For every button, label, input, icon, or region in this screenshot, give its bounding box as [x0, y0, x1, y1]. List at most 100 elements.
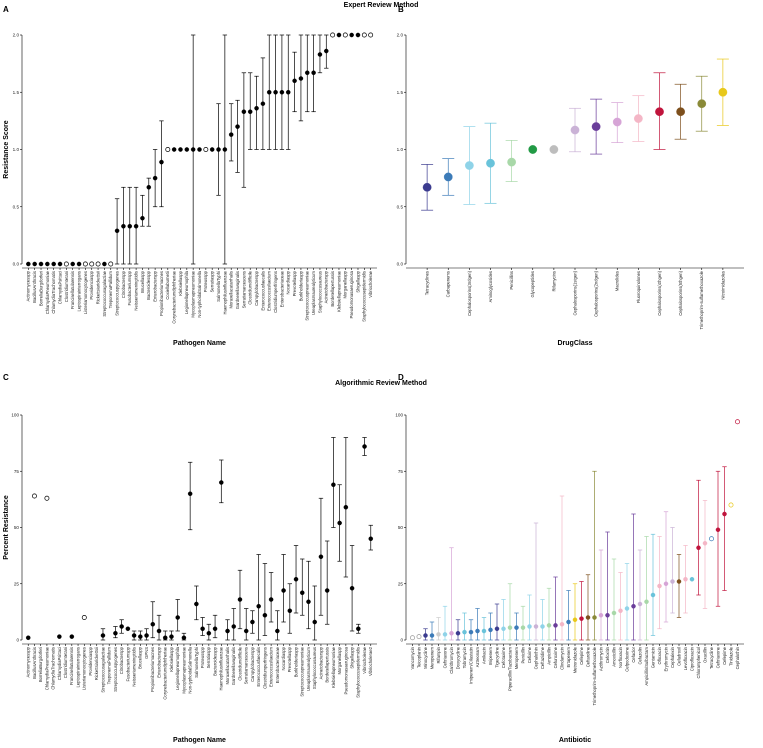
data-point [676, 107, 685, 117]
data-point [330, 32, 336, 38]
data-point [696, 545, 701, 551]
data-point [114, 228, 120, 234]
data-point [585, 615, 591, 620]
x-tick-label: Vibriocholerae [368, 270, 373, 297]
data-point [32, 493, 37, 499]
data-point [260, 101, 266, 106]
data-point [349, 586, 355, 591]
x-tick-label: Acinetobacterspp [318, 646, 323, 679]
y-tick-label: 50 [398, 525, 404, 530]
data-point [125, 626, 131, 632]
data-point [591, 122, 601, 131]
data-point [108, 261, 114, 267]
x-tick-label: Penicillins [509, 271, 514, 290]
x-tick-label: Nocardiaspp [286, 270, 291, 294]
data-point [311, 70, 316, 76]
y-tick-label: 0.5 [397, 204, 404, 209]
x-tick-label: Non-typhoidalSalmonella [197, 270, 202, 317]
x-tick-label: Meropenem [429, 647, 434, 670]
x-tick-label: Bacteroidesspp [146, 270, 151, 300]
x-tick-label: TreponemaPallidum [108, 270, 113, 308]
x-tick-label: Trimethoprim-sulfamethoxazole [699, 270, 704, 329]
x-tick-label: Ofloxacin [657, 646, 662, 664]
x-tick-label: Mycoplasmapneumoniae [191, 270, 196, 317]
data-point [51, 261, 56, 267]
y-tick-label: 50 [14, 525, 20, 530]
x-tick-label: TreponemaPallidum [107, 646, 112, 684]
bottom-title: Algorithmic Review Method [335, 380, 427, 387]
data-point [624, 606, 630, 611]
data-point [559, 622, 565, 627]
error-bar [324, 540, 330, 625]
error-bar [540, 599, 545, 641]
data-point [570, 125, 580, 135]
error-bar [696, 479, 701, 596]
data-point [197, 147, 202, 152]
x-tick-label: Gardnerellavaginalis [231, 647, 236, 685]
x-tick-label: Piperacillin/Tazobactam [507, 646, 512, 691]
x-tick-label: Ciprofloxacin [689, 646, 694, 671]
x-tick-label: Vibriocholerae2 [368, 646, 373, 676]
x-tick-label: Citrobacterspp [121, 270, 126, 298]
error-bar [140, 194, 145, 227]
data-point [57, 261, 63, 267]
panel-c: C 0 25 50 75 100 Pathogen Name Percent Resistan… [3, 373, 377, 744]
x-tick-label: Cephalosporins(2ndgen) [594, 270, 599, 316]
x-tick-label: Tetracycline [709, 646, 714, 669]
data-point [455, 631, 461, 636]
data-point [262, 613, 268, 618]
data-point [361, 32, 367, 38]
data-point [527, 624, 532, 629]
data-point [159, 159, 164, 165]
data-point [475, 628, 480, 634]
x-tick-label: Ceftaroline [585, 646, 590, 667]
x-tick-label: Cefepime [579, 646, 584, 665]
data-point [644, 599, 649, 605]
x-tick-label: Rickettsiarickettsii [95, 271, 100, 304]
x-tick-label: Aminoglycosides [488, 271, 493, 302]
error-bar [488, 612, 493, 641]
data-point [152, 175, 158, 181]
data-point [268, 597, 274, 602]
data-point [507, 157, 516, 167]
error-bar [676, 554, 682, 618]
x-tick-label: Propionibacteriumacnes [150, 647, 155, 692]
data-point [528, 145, 538, 154]
y-tick-label: 1.5 [397, 90, 404, 95]
data-point [634, 114, 643, 123]
x-tick-label: Streptococcuspneumoniae [300, 646, 305, 696]
error-bar [231, 608, 236, 641]
data-point [247, 109, 253, 114]
x-tick-label: Acinetobacterspp [324, 270, 329, 303]
y-tick-label: 100 [395, 413, 403, 418]
error-bar [275, 610, 280, 641]
y-tick-label: 1.5 [13, 90, 20, 95]
x-tick-label: Clostridiumtetani [64, 271, 69, 302]
x-tick-label: Carbapenems [446, 271, 451, 297]
error-bar [462, 612, 467, 641]
x-tick-label: Listeriamonocytogenes [82, 647, 87, 690]
x-tick-label: Imipenem/Cilastatin [468, 646, 473, 683]
x-tick-label: Ceftriaxone [715, 646, 720, 668]
x-tick-label: Bordetellapertussis [330, 271, 335, 307]
panel-b: B 0.0 0.5 1.0 1.5 2.0 DrugClass Tetracyclines Ca… [397, 5, 744, 347]
data-point [549, 145, 559, 154]
data-point [156, 628, 162, 634]
data-point [225, 628, 230, 634]
data-point [655, 107, 664, 117]
y-tick-label: 0.0 [13, 262, 20, 267]
y-axis-label: Percent Resistance [3, 495, 10, 560]
error-bar [175, 599, 180, 632]
data-point [553, 623, 558, 628]
x-tick-label: Azithromycin [598, 646, 603, 671]
x-tick-label: Chloramphenicol [696, 647, 701, 678]
data-point [165, 147, 171, 152]
data-point [133, 223, 139, 229]
data-point [462, 629, 467, 635]
x-tick-label: Streptococcusagalactiae [100, 646, 105, 692]
x-tick-label: Tinidazole [728, 646, 733, 666]
x-tick-label: Brucellaspp [138, 646, 143, 669]
x-axis-label: Pathogen Name [173, 340, 226, 347]
x-tick-label: Vibriocholerae [362, 646, 367, 673]
data-point [494, 626, 500, 632]
